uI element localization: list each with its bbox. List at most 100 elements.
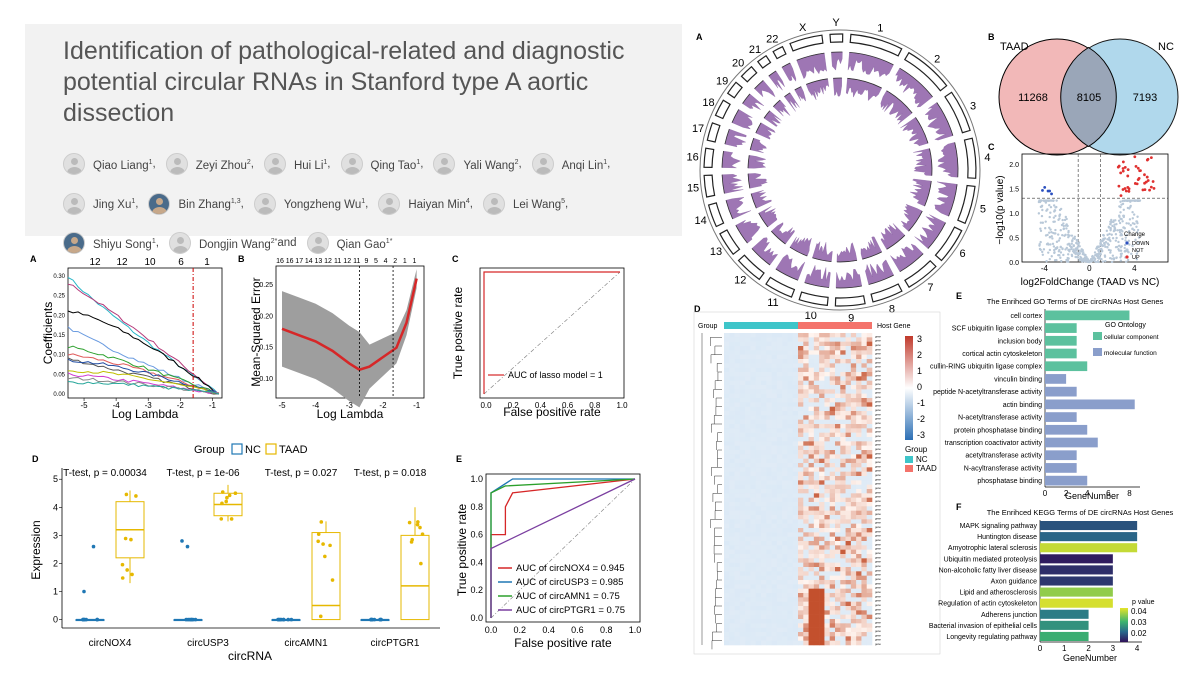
heatmap-cell — [782, 610, 788, 615]
heatmap-cell — [787, 359, 794, 364]
heatmap-cell — [734, 523, 741, 529]
heatmap-cell — [750, 432, 757, 438]
heatmap-cell — [734, 406, 741, 412]
heatmap-cell — [850, 406, 857, 412]
heatmap-cell — [798, 333, 804, 338]
author-name[interactable]: Yali Wang2 — [463, 159, 519, 172]
heatmap-cell — [771, 623, 778, 628]
author-name[interactable]: Hui Li1 — [293, 159, 328, 172]
author-name[interactable]: Anqi Lin1 — [561, 159, 608, 172]
x-tick-label: -4 — [1041, 264, 1049, 273]
heatmap-cell — [835, 597, 841, 602]
heatmap-cell — [750, 424, 757, 429]
heatmap-cell — [771, 380, 778, 386]
heatmap-cell — [745, 528, 751, 533]
chromosome-segment — [726, 81, 743, 99]
heatmap-cell — [724, 471, 730, 477]
heatmap-cell — [824, 367, 831, 373]
host-gene-name: gene — [875, 634, 881, 637]
author-name[interactable]: Shiyu Song1 — [93, 237, 156, 251]
heatmap-cell — [750, 333, 757, 338]
heatmap-cell — [782, 393, 788, 399]
heatmap-cell — [808, 584, 815, 589]
heatmap-cell — [840, 588, 846, 594]
legend-title: p value — [1132, 599, 1155, 606]
author[interactable]: Yali Wang2, — [433, 148, 522, 181]
heatmap-cell — [782, 480, 788, 485]
heatmap-cell — [845, 367, 852, 373]
point-not — [1048, 257, 1052, 261]
author-name[interactable]: Qiao Liang1 — [93, 159, 153, 172]
heatmap-cell — [745, 523, 751, 529]
heatmap-cell — [819, 484, 825, 490]
heatmap-cell — [787, 402, 794, 407]
author-name[interactable]: Qian Gao1* — [336, 237, 393, 251]
author[interactable]: Jing Xu1, — [63, 187, 138, 220]
point-not — [1067, 257, 1070, 260]
y-tick-label: 0.10 — [53, 353, 65, 359]
author[interactable]: Qing Tao1, — [340, 148, 423, 181]
heatmap-cell — [724, 476, 730, 481]
heatmap-cell — [819, 549, 825, 555]
heatmap-cell — [803, 558, 809, 563]
point-not — [1051, 242, 1055, 246]
data-point — [316, 539, 320, 544]
heatmap-cell — [845, 510, 852, 516]
heatmap-cell — [782, 580, 788, 585]
heatmap-cell — [840, 398, 846, 403]
heatmap-cell — [745, 393, 751, 399]
heatmap-cell — [824, 493, 831, 498]
legend-label: AUC of circPTGR1 = 0.75 — [516, 605, 625, 616]
data-point — [229, 517, 234, 521]
author[interactable]: Qiao Liang1, — [63, 148, 156, 181]
heatmap-cell — [724, 597, 730, 602]
author[interactable]: Haiyan Min4, — [378, 187, 473, 220]
point-not — [1089, 258, 1093, 261]
heatmap-cell — [829, 584, 836, 589]
author[interactable]: Dongjin Wang2* and — [168, 227, 297, 260]
heatmap-cell — [850, 597, 857, 602]
heatmap-cell — [840, 554, 846, 559]
author[interactable]: Qian Gao1* — [306, 227, 393, 260]
author[interactable]: Lei Wang5, — [482, 187, 568, 220]
data-point — [328, 543, 332, 548]
heatmap-cell — [750, 380, 757, 386]
author-name[interactable]: Haiyan Min4 — [408, 198, 470, 212]
author[interactable]: Anqi Lin1, — [531, 148, 610, 181]
author[interactable]: Bin Zhang1,3, — [148, 187, 244, 220]
heatmap-cell — [819, 463, 825, 468]
heatmap-cell — [866, 640, 873, 646]
heatmap-cell — [829, 575, 836, 581]
heatmap-cell — [861, 458, 868, 464]
host-gene-name: gene — [875, 617, 881, 620]
heatmap-cell — [787, 415, 794, 420]
heatmap-cell — [824, 480, 831, 485]
author-name[interactable]: Jing Xu1 — [93, 198, 136, 212]
author-name[interactable]: Qing Tao1 — [370, 159, 421, 172]
data-point — [316, 532, 321, 536]
heatmap-cell — [787, 389, 794, 394]
author[interactable]: Zeyi Zhou2, — [165, 148, 254, 181]
heatmap-cell — [798, 337, 804, 342]
heatmap-cell — [819, 497, 825, 503]
heatmap-cell — [866, 367, 873, 373]
author-name[interactable]: Yongzheng Wu1 — [283, 198, 366, 212]
author[interactable]: Shiyu Song1, — [63, 227, 159, 260]
heatmap-cell — [782, 337, 788, 342]
author[interactable]: Hui Li1, — [263, 148, 331, 181]
author-name[interactable]: Lei Wang5 — [512, 198, 566, 212]
heatmap-cell — [729, 506, 735, 511]
heatmap-cell — [803, 480, 809, 485]
heatmap-cell — [824, 528, 831, 533]
heatmap-cell — [787, 411, 794, 416]
author-name[interactable]: Zeyi Zhou2 — [195, 159, 251, 172]
point-not — [1099, 251, 1102, 255]
heatmap-cell — [766, 567, 772, 572]
author-name[interactable]: Bin Zhang1,3 — [178, 198, 241, 212]
author[interactable]: Yongzheng Wu1, — [253, 187, 368, 220]
host-gene-name: gene — [875, 500, 881, 503]
author-name[interactable]: Dongjin Wang2* — [198, 237, 278, 251]
heatmap-cell — [840, 580, 846, 585]
heatmap-cell — [835, 502, 841, 507]
x-tick-label: 0.0 — [485, 625, 498, 635]
